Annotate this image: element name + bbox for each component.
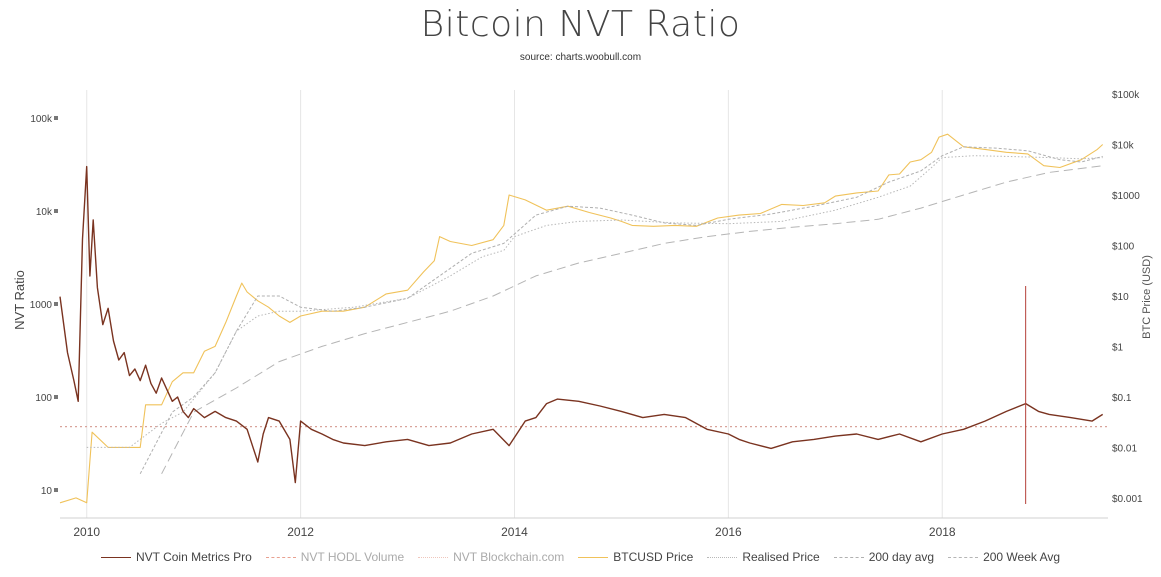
y-left-tick-label: 1000 [30, 300, 53, 311]
series-line-realised-price [86, 155, 1103, 448]
y-left-tick-mark [54, 302, 58, 306]
chart-title: Bitcoin NVT Ratio [420, 4, 741, 45]
x-tick-label: 2014 [501, 525, 528, 539]
legend-item[interactable]: NVT HODL Volume [265, 550, 405, 564]
legend-swatch [707, 556, 738, 558]
legend-swatch [100, 556, 131, 558]
y-right-tick-label: $10k [1112, 140, 1135, 151]
y-axis-right-label: BTC Price (USD) [1141, 255, 1153, 339]
legend-label: 200 day avg [868, 550, 935, 564]
legend: NVT Coin Metrics Pro NVT HODL Volume NVT B… [0, 550, 1161, 564]
y-left-tick-mark [54, 115, 58, 120]
legend-label: BTCUSD Price [613, 550, 694, 564]
legend-item[interactable]: BTCUSD Price [578, 550, 693, 564]
x-tick-label: 2012 [287, 525, 314, 539]
y-right-tick-label: $100 [1112, 241, 1135, 252]
legend-swatch [948, 556, 979, 558]
x-axis: 2010 2012 2014 2016 2018 [60, 517, 1108, 539]
y-left-tick-mark [54, 395, 58, 400]
y-axis-left: 100k 10k 1000 100 10 [30, 114, 58, 497]
legend-item[interactable]: NVT Coin Metrics Pro [100, 550, 252, 564]
y-right-tick-label: $1000 [1112, 191, 1140, 202]
grid [86, 90, 943, 518]
x-tick-label: 2010 [73, 525, 100, 539]
y-left-tick-label: 10k [36, 207, 53, 218]
y-right-tick-label: $100k [1112, 90, 1140, 101]
y-left-tick-label: 100k [30, 114, 53, 125]
y-axis-left-label: NVT Ratio [12, 270, 27, 330]
y-right-tick-label: $0.1 [1112, 393, 1132, 404]
y-left-tick-mark [54, 208, 58, 213]
y-axis-right: $100k $10k $1000 $100 $10 $1 $0.1 $0.01 $0.001 [1112, 90, 1143, 505]
x-tick-label: 2016 [715, 525, 742, 539]
y-right-tick-label: $0.01 [1112, 443, 1137, 454]
x-tick-label: 2018 [929, 525, 956, 539]
legend-label: NVT Coin Metrics Pro [135, 550, 252, 564]
legend-swatch [578, 556, 609, 558]
chart-subtitle: source: charts.woobull.com [519, 52, 642, 63]
legend-item[interactable]: 200 Week Avg [948, 550, 1060, 564]
legend-label: Realised Price [742, 550, 820, 564]
legend-swatch [418, 556, 449, 558]
legend-item[interactable]: Realised Price [707, 550, 820, 564]
series-line-nvt-coin-metrics-pro [59, 165, 1104, 484]
legend-label: 200 Week Avg [983, 550, 1061, 564]
y-left-tick-label: 100 [35, 393, 52, 404]
y-right-tick-label: $1 [1112, 342, 1124, 353]
legend-label: NVT HODL Volume [300, 550, 405, 564]
y-right-tick-label: $10 [1112, 292, 1129, 303]
series-line-200-day-avg [139, 146, 1103, 475]
y-left-tick-label: 10 [41, 486, 53, 497]
legend-swatch [833, 556, 864, 558]
y-right-tick-label: $0.001 [1112, 494, 1143, 505]
series-line-200-week-avg [161, 165, 1103, 475]
series-line-btcusd-price [59, 133, 1104, 504]
y-left-tick-mark [54, 488, 58, 493]
legend-item[interactable]: 200 day avg [833, 550, 935, 564]
series-layer [59, 133, 1108, 504]
legend-swatch [265, 556, 296, 558]
legend-item[interactable]: NVT Blockchain.com [418, 550, 564, 564]
legend-label: NVT Blockchain.com [453, 550, 565, 564]
